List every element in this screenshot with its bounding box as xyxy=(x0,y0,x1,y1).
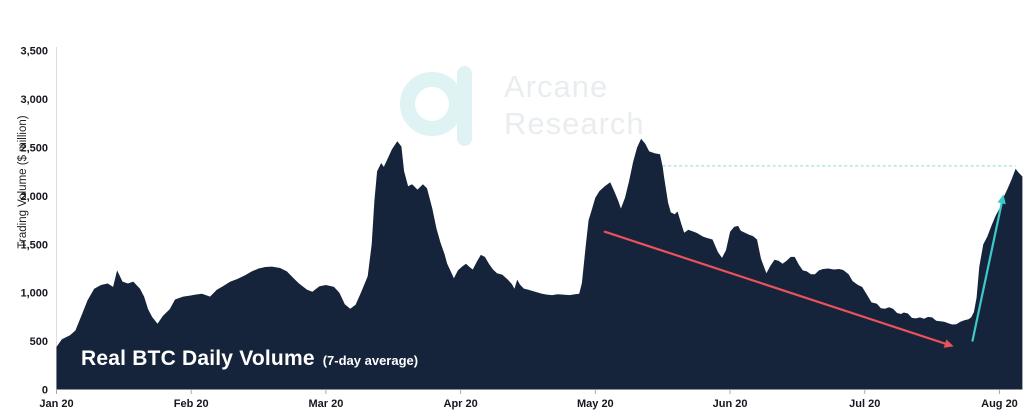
y-axis-tick-label: 0 xyxy=(42,385,48,397)
y-axis-tick-label: 3,500 xyxy=(20,46,48,58)
y-axis-title: Trading Volume ($ million) xyxy=(17,115,29,249)
y-axis-tick-label: 2,000 xyxy=(20,191,48,203)
x-axis-tick-label: Jan 20 xyxy=(39,398,73,410)
uptrend-arrow-line xyxy=(971,198,1004,342)
x-axis-tick-label: Mar 20 xyxy=(308,398,343,410)
downtrend-arrow-head xyxy=(943,339,954,348)
chart-title-block: Real BTC Daily Volume (7-day average) xyxy=(81,347,418,371)
watermark: Arcane Research xyxy=(400,66,645,148)
arcane-logo-bar xyxy=(457,66,472,146)
y-axis-tick-label: 3,000 xyxy=(20,94,48,106)
volume-area-series xyxy=(56,138,1023,390)
watermark-line-1: Arcane xyxy=(504,69,609,104)
y-axis-tick-label: 1,000 xyxy=(20,288,48,300)
x-axis-tick-label: Feb 20 xyxy=(174,398,209,410)
y-axis-tick-label: 1,500 xyxy=(20,239,48,251)
chart-subtitle: (7-day average) xyxy=(322,353,419,368)
x-axis-tick-label: Jun 20 xyxy=(713,398,748,410)
arcane-logo-icon xyxy=(400,66,478,148)
x-axis-tick-label: Jul 20 xyxy=(849,398,880,410)
chart-title: Real BTC Daily Volume xyxy=(81,347,315,370)
watermark-text: Arcane Research xyxy=(504,68,645,142)
x-axis-tick-label: Aug 20 xyxy=(981,398,1018,410)
y-axis-tick-label: 500 xyxy=(30,336,48,348)
x-axis-tick-label: Apr 20 xyxy=(444,398,478,410)
uptrend-arrow-head xyxy=(997,194,1006,205)
y-axis-tick-label: 2,500 xyxy=(20,143,48,155)
downtrend-arrow-line xyxy=(603,230,951,346)
watermark-line-2: Research xyxy=(504,106,645,141)
x-axis-tick-label: May 20 xyxy=(577,398,614,410)
